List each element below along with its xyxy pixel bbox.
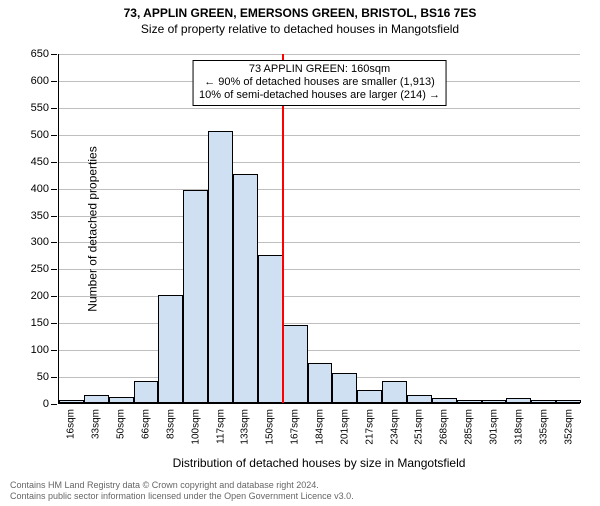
grid-line (59, 269, 580, 270)
y-tick (51, 189, 57, 190)
y-tick-label: 550 (31, 102, 49, 114)
grid-line (59, 296, 580, 297)
x-tick-label: 352sqm (563, 409, 574, 445)
y-tick-label: 300 (31, 236, 49, 248)
grid-line (59, 350, 580, 351)
y-tick-label: 0 (43, 398, 49, 410)
y-tick (51, 135, 57, 136)
x-axis-label: Distribution of detached houses by size … (173, 456, 466, 470)
y-tick-label: 650 (31, 48, 49, 60)
y-tick-label: 500 (31, 129, 49, 141)
histogram-bar (158, 295, 183, 403)
x-tick-label: 268sqm (439, 409, 450, 445)
y-tick-label: 100 (31, 344, 49, 356)
x-tick-label: 66sqm (141, 409, 152, 439)
histogram-bar (506, 398, 531, 403)
x-tick-label: 100sqm (190, 409, 201, 445)
y-tick (51, 162, 57, 163)
histogram-bar (84, 395, 109, 403)
y-tick (51, 81, 57, 82)
x-tick-label: 234sqm (389, 409, 400, 445)
histogram-bar (183, 190, 208, 403)
y-tick (51, 269, 57, 270)
histogram-bar (531, 400, 556, 403)
y-axis-label: Number of detached properties (86, 146, 100, 311)
histogram-bar (283, 325, 308, 403)
reference-callout: 73 APPLIN GREEN: 160sqm← 90% of detached… (192, 60, 447, 106)
histogram-bar (208, 131, 233, 403)
y-tick (51, 350, 57, 351)
callout-line: ← 90% of detached houses are smaller (1,… (199, 76, 440, 89)
x-tick-label: 16sqm (66, 409, 77, 439)
plot-region: 0501001502002503003504004505005506006501… (58, 54, 580, 404)
footer-line-1: Contains HM Land Registry data © Crown c… (10, 480, 354, 491)
y-tick (51, 404, 57, 405)
histogram-bar (233, 174, 258, 403)
grid-line (59, 242, 580, 243)
y-tick (51, 377, 57, 378)
x-tick-label: 133sqm (240, 409, 251, 445)
y-tick (51, 216, 57, 217)
x-tick-label: 201sqm (339, 409, 350, 445)
x-tick-label: 33sqm (91, 409, 102, 439)
histogram-bar (382, 381, 407, 403)
reference-line (282, 54, 284, 403)
y-tick-label: 50 (37, 371, 49, 383)
grid-line (59, 323, 580, 324)
y-tick (51, 108, 57, 109)
y-tick (51, 54, 57, 55)
histogram-bar (308, 363, 333, 403)
page-title-subtitle: Size of property relative to detached ho… (0, 22, 600, 36)
y-tick-label: 450 (31, 156, 49, 168)
y-tick-label: 600 (31, 75, 49, 87)
histogram-bar (457, 400, 482, 403)
y-tick (51, 296, 57, 297)
y-tick-label: 150 (31, 317, 49, 329)
x-tick-label: 50sqm (116, 409, 127, 439)
footer-line-2: Contains public sector information licen… (10, 491, 354, 502)
histogram-bar (482, 400, 507, 403)
histogram-bar (109, 397, 134, 403)
histogram-bar (134, 381, 159, 403)
histogram-bar (432, 398, 457, 403)
grid-line (59, 108, 580, 109)
histogram-bar (407, 395, 432, 403)
page-title-address: 73, APPLIN GREEN, EMERSONS GREEN, BRISTO… (0, 6, 600, 20)
attribution-footer: Contains HM Land Registry data © Crown c… (10, 480, 354, 503)
x-tick-label: 167sqm (290, 409, 301, 445)
x-tick-label: 285sqm (464, 409, 475, 445)
grid-line (59, 189, 580, 190)
x-tick-label: 217sqm (364, 409, 375, 445)
histogram-bar (258, 255, 283, 403)
callout-line: 10% of semi-detached houses are larger (… (199, 89, 440, 102)
grid-line (59, 216, 580, 217)
x-tick-label: 184sqm (315, 409, 326, 445)
histogram-chart: 0501001502002503003504004505005506006501… (58, 54, 580, 404)
histogram-bar (556, 400, 581, 403)
y-tick (51, 323, 57, 324)
x-tick-label: 318sqm (513, 409, 524, 445)
y-tick-label: 200 (31, 290, 49, 302)
grid-line (59, 54, 580, 55)
x-tick-label: 150sqm (265, 409, 276, 445)
x-tick-label: 83sqm (165, 409, 176, 439)
grid-line (59, 162, 580, 163)
x-tick-label: 251sqm (414, 409, 425, 445)
y-tick-label: 400 (31, 183, 49, 195)
y-tick-label: 250 (31, 263, 49, 275)
y-tick-label: 350 (31, 210, 49, 222)
histogram-bar (357, 390, 382, 403)
x-tick-label: 117sqm (215, 409, 226, 444)
histogram-bar (332, 373, 357, 403)
y-tick (51, 242, 57, 243)
histogram-bar (59, 400, 84, 403)
callout-line: 73 APPLIN GREEN: 160sqm (199, 63, 440, 76)
x-tick-label: 301sqm (489, 409, 500, 445)
x-tick-label: 335sqm (538, 409, 549, 445)
grid-line (59, 135, 580, 136)
